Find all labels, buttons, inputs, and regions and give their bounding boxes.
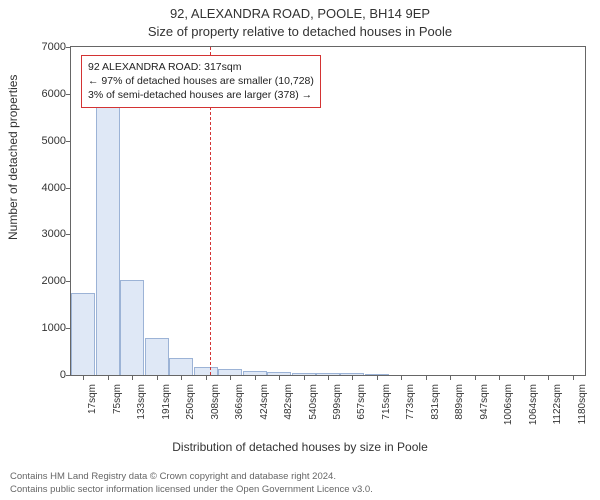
x-tick-label: 482sqm xyxy=(283,384,294,438)
attribution-text: Contains HM Land Registry data © Crown c… xyxy=(10,471,590,496)
x-tick-mark xyxy=(352,375,353,380)
x-tick-mark xyxy=(377,375,378,380)
y-tick-mark xyxy=(66,47,71,48)
histogram-bar xyxy=(71,293,95,375)
x-tick-mark xyxy=(255,375,256,380)
x-tick-mark xyxy=(475,375,476,380)
callout-box: 92 ALEXANDRA ROAD: 317sqm← 97% of detach… xyxy=(81,55,321,108)
y-tick-mark xyxy=(66,188,71,189)
x-tick-label: 1006sqm xyxy=(503,384,514,438)
x-tick-mark xyxy=(108,375,109,380)
chart-container: 92, ALEXANDRA ROAD, POOLE, BH14 9EP Size… xyxy=(0,0,600,500)
x-axis-label: Distribution of detached houses by size … xyxy=(0,440,600,454)
x-tick-mark xyxy=(548,375,549,380)
callout-line: ← 97% of detached houses are smaller (10… xyxy=(88,74,314,88)
x-tick-label: 366sqm xyxy=(234,384,245,438)
x-tick-label: 133sqm xyxy=(136,384,147,438)
x-tick-label: 773sqm xyxy=(405,384,416,438)
x-tick-mark xyxy=(230,375,231,380)
x-tick-mark xyxy=(450,375,451,380)
x-tick-label: 17sqm xyxy=(87,384,98,438)
x-tick-mark xyxy=(328,375,329,380)
y-tick-label: 6000 xyxy=(6,88,66,100)
histogram-bar xyxy=(169,358,193,375)
x-tick-mark xyxy=(83,375,84,380)
x-tick-label: 1180sqm xyxy=(577,384,588,438)
x-tick-label: 308sqm xyxy=(210,384,221,438)
x-tick-label: 250sqm xyxy=(185,384,196,438)
x-tick-label: 1064sqm xyxy=(528,384,539,438)
x-tick-label: 657sqm xyxy=(356,384,367,438)
x-tick-mark xyxy=(426,375,427,380)
y-tick-mark xyxy=(66,141,71,142)
x-tick-label: 831sqm xyxy=(430,384,441,438)
x-tick-label: 599sqm xyxy=(332,384,343,438)
y-tick-label: 5000 xyxy=(6,135,66,147)
x-tick-mark xyxy=(157,375,158,380)
x-tick-mark xyxy=(206,375,207,380)
y-tick-mark xyxy=(66,328,71,329)
y-tick-mark xyxy=(66,281,71,282)
x-tick-label: 947sqm xyxy=(479,384,490,438)
y-tick-mark xyxy=(66,234,71,235)
attribution-line1: Contains HM Land Registry data © Crown c… xyxy=(10,471,590,483)
y-tick-label: 3000 xyxy=(6,228,66,240)
callout-line: 3% of semi-detached houses are larger (3… xyxy=(88,88,314,102)
y-tick-mark xyxy=(66,375,71,376)
y-tick-mark xyxy=(66,94,71,95)
x-tick-label: 191sqm xyxy=(161,384,172,438)
x-tick-label: 75sqm xyxy=(112,384,123,438)
histogram-bar xyxy=(194,367,218,375)
x-tick-label: 424sqm xyxy=(259,384,270,438)
x-tick-label: 1122sqm xyxy=(552,384,563,438)
y-tick-label: 2000 xyxy=(6,275,66,287)
callout-line: 92 ALEXANDRA ROAD: 317sqm xyxy=(88,60,314,74)
histogram-bar xyxy=(96,107,120,375)
x-tick-mark xyxy=(304,375,305,380)
x-tick-mark xyxy=(524,375,525,380)
x-tick-mark xyxy=(132,375,133,380)
y-tick-label: 0 xyxy=(6,369,66,381)
y-tick-label: 4000 xyxy=(6,182,66,194)
x-tick-mark xyxy=(181,375,182,380)
chart-title-sub: Size of property relative to detached ho… xyxy=(0,24,600,39)
chart-title-main: 92, ALEXANDRA ROAD, POOLE, BH14 9EP xyxy=(0,6,600,21)
attribution-line2: Contains public sector information licen… xyxy=(10,484,590,496)
histogram-bar xyxy=(120,280,144,375)
histogram-bar xyxy=(145,338,169,375)
x-tick-label: 889sqm xyxy=(454,384,465,438)
x-tick-mark xyxy=(279,375,280,380)
x-tick-mark xyxy=(573,375,574,380)
y-tick-label: 1000 xyxy=(6,322,66,334)
x-tick-label: 715sqm xyxy=(381,384,392,438)
x-tick-mark xyxy=(499,375,500,380)
plot-area: 92 ALEXANDRA ROAD: 317sqm← 97% of detach… xyxy=(70,46,586,376)
x-tick-mark xyxy=(401,375,402,380)
x-tick-label: 540sqm xyxy=(308,384,319,438)
y-tick-label: 7000 xyxy=(6,41,66,53)
